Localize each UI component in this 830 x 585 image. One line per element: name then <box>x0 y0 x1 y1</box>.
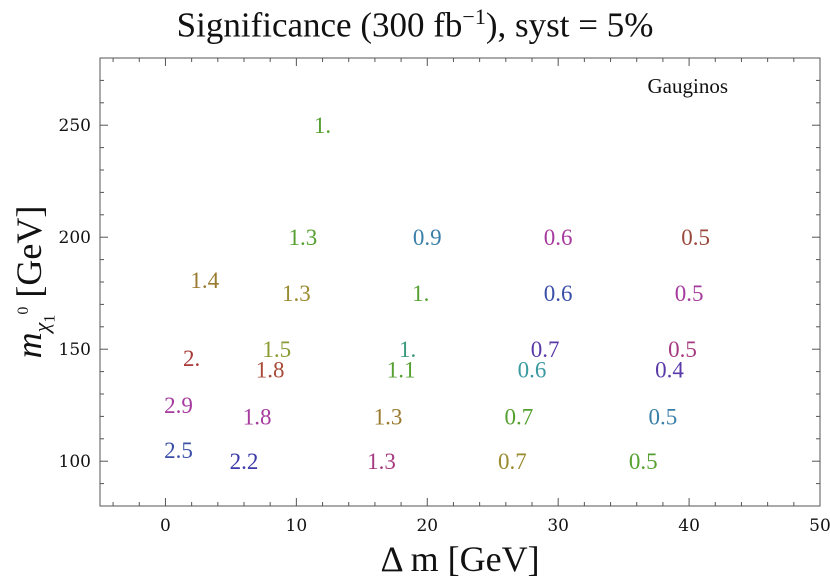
y-tick-label: 150 <box>59 340 91 360</box>
data-point-label: 0.5 <box>668 337 697 362</box>
data-point-label: 0.5 <box>649 404 678 429</box>
data-point-label: 1.8 <box>256 357 285 382</box>
data-point-label: 2. <box>183 346 200 371</box>
data-point-label: 1.3 <box>367 449 396 474</box>
data-point-label: 2.2 <box>230 449 259 474</box>
chart-title-text: Significance (300 fb <box>176 5 463 45</box>
annotation-gauginos: Gauginos <box>648 74 729 98</box>
x-tick-label: 0 <box>160 516 171 536</box>
data-point-label: 1.8 <box>243 404 272 429</box>
data-point-label: 0.7 <box>505 404 534 429</box>
y-tick-label: 200 <box>59 228 91 248</box>
y-tick-label: 100 <box>59 452 91 472</box>
data-point-label: 1.5 <box>262 337 291 362</box>
data-point-label: 1. <box>314 113 331 138</box>
data-point-label: 0.6 <box>544 225 573 250</box>
y-axis-label-sup: 0 <box>15 306 33 315</box>
data-point-label: 0.9 <box>413 225 442 250</box>
data-point-label: 0.5 <box>629 449 658 474</box>
data-point-label: 1.4 <box>190 268 219 293</box>
data-point-label: 1.3 <box>282 281 311 306</box>
x-axis-label: Δ m [GeV] <box>380 539 540 579</box>
data-point-label: 0.7 <box>498 449 527 474</box>
y-axis-label-sub: 1 <box>41 314 59 323</box>
data-point-label: 1. <box>399 337 416 362</box>
y-axis-label-m: m <box>9 332 50 359</box>
y-tick-label: 250 <box>59 116 91 136</box>
y-axis-label: mχ10 [GeV] <box>8 206 60 359</box>
x-tick-label: 20 <box>416 516 438 536</box>
x-tick-label: 40 <box>678 516 700 536</box>
chart-title-exponent: −1 <box>462 4 486 29</box>
data-point-label: 1. <box>412 281 429 306</box>
data-point-label: 0.6 <box>518 357 547 382</box>
data-point-label: 1.3 <box>374 404 403 429</box>
chart-title: Significance (300 fb−1), syst = 5% <box>0 4 830 46</box>
data-point-label: 0.6 <box>544 281 573 306</box>
x-tick-label: 10 <box>286 516 308 536</box>
data-point-label: 0.5 <box>675 281 704 306</box>
y-axis-label-chi: χ <box>29 322 55 333</box>
data-point-label: 0.4 <box>655 357 684 382</box>
x-tick-label: 30 <box>547 516 569 536</box>
data-point-label: 0.7 <box>531 337 560 362</box>
data-point-label: 1.1 <box>387 357 416 382</box>
data-point-label: 0.5 <box>681 225 710 250</box>
chart-title-rest: ), syst = 5% <box>485 5 654 45</box>
y-axis-label-unit: [GeV] <box>9 205 50 307</box>
x-tick-label: 50 <box>809 516 830 536</box>
data-point-label: 1.3 <box>289 225 318 250</box>
data-point-label: 2.9 <box>164 393 193 418</box>
data-point-label: 2.5 <box>164 438 193 463</box>
